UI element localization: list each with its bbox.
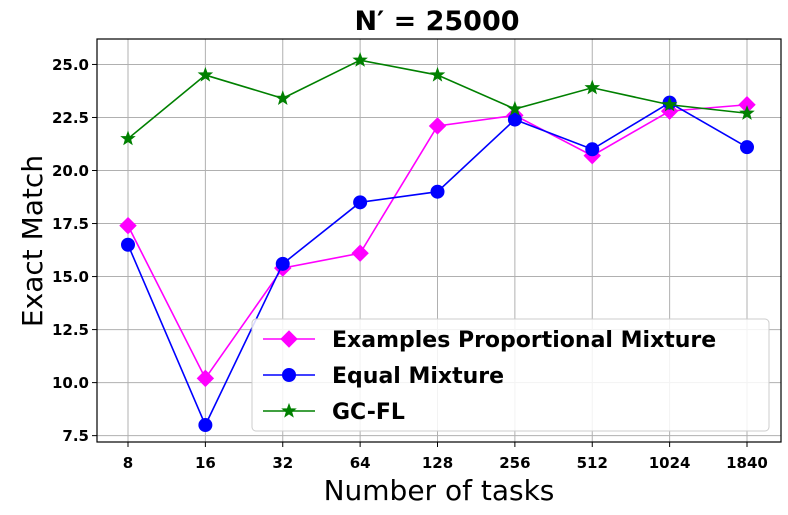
y-tick-label: 25.0	[52, 56, 89, 74]
y-tick-label: 10.0	[52, 374, 89, 392]
y-tick-label: 12.5	[52, 321, 89, 339]
data-point	[584, 79, 601, 95]
data-point	[274, 90, 291, 105]
x-tick-label: 32	[272, 454, 293, 472]
data-point	[739, 105, 755, 120]
data-point	[661, 96, 678, 112]
data-point	[585, 142, 600, 157]
data-point	[430, 184, 445, 199]
data-point	[121, 237, 135, 252]
series-layer	[119, 52, 756, 433]
x-tick-label: 8	[123, 454, 133, 472]
y-tick-label: 22.5	[52, 109, 89, 127]
x-tick-label: 64	[350, 454, 371, 472]
legend-marker	[282, 368, 296, 382]
legend-item: Equal Mixture	[263, 364, 504, 389]
x-axis-ticks: 8 16 32 64 128 256 512 1024 1840	[123, 442, 768, 472]
data-point	[507, 100, 523, 116]
x-axis-label: Number of tasks	[324, 474, 555, 507]
x-tick-label: 256	[499, 454, 530, 472]
legend-box	[251, 318, 770, 432]
data-point	[352, 52, 368, 67]
legend: Examples Proportional Mixture Equal Mixtu…	[251, 318, 770, 432]
x-tick-label: 512	[577, 454, 608, 472]
series-gc-fl	[120, 52, 755, 146]
data-point	[275, 256, 290, 271]
legend-label: GC-FL	[332, 400, 405, 425]
y-tick-label: 17.5	[52, 215, 89, 233]
data-point	[198, 418, 213, 433]
y-tick-label: 7.5	[62, 427, 89, 445]
data-point	[197, 66, 214, 82]
legend-marker	[281, 402, 297, 418]
data-point	[351, 244, 369, 262]
data-point	[120, 130, 136, 146]
data-point	[740, 140, 754, 155]
x-tick-label: 1024	[649, 454, 691, 472]
data-point	[119, 216, 137, 235]
x-tick-label: 128	[422, 454, 453, 472]
x-tick-label: 1840	[726, 454, 768, 472]
y-tick-label: 15.0	[52, 268, 89, 286]
data-point	[196, 369, 215, 388]
legend-label: Equal Mixture	[332, 364, 504, 389]
legend-item: Examples Proportional Mixture	[263, 328, 716, 353]
legend-item: GC-FL	[263, 400, 405, 425]
data-point	[428, 117, 447, 135]
legend-marker	[280, 330, 298, 348]
data-point	[429, 66, 446, 82]
y-axis-label: Exact Match	[16, 155, 49, 327]
data-point	[353, 195, 368, 210]
data-point	[507, 112, 522, 127]
plot-frame	[96, 38, 782, 443]
y-axis-ticks: 7.5 10.0 12.5 15.0 17.5 20.0 22.5 25.0	[52, 56, 97, 445]
y-tick-label: 20.0	[52, 162, 89, 180]
x-tick-label: 16	[195, 454, 216, 472]
legend-label: Examples Proportional Mixture	[332, 328, 716, 353]
chart-title: N′ = 25000	[354, 6, 519, 37]
